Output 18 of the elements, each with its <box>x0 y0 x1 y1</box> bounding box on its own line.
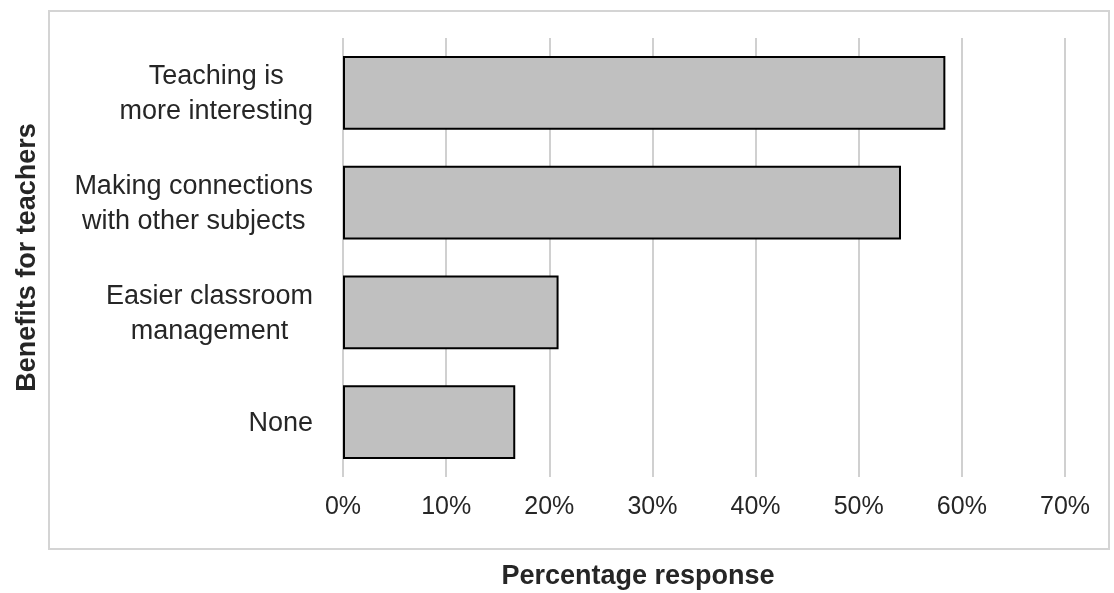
y-tick-label: Making connections with other subjects <box>74 170 313 236</box>
x-tick-label: 50% <box>833 490 884 519</box>
bar <box>343 56 946 130</box>
bar <box>343 385 516 459</box>
x-tick-label: 0% <box>324 490 362 519</box>
x-tick-label: 10% <box>421 490 472 519</box>
y-tick-label: None <box>248 407 313 438</box>
bar <box>343 165 901 240</box>
y-axis-title: Benefits for teachers <box>10 123 41 392</box>
bar <box>343 275 559 350</box>
y-tick-label: Teaching is more interesting <box>119 60 313 126</box>
x-tick-label: 40% <box>730 490 781 519</box>
x-tick-label: 30% <box>627 490 678 519</box>
x-tick-label: 60% <box>936 490 987 519</box>
x-tick-label: 20% <box>524 490 575 519</box>
x-tick-label: 70% <box>1039 490 1091 519</box>
x-axis-title: Percentage response <box>501 559 775 590</box>
y-tick-label: Easier classroom management <box>105 279 313 345</box>
